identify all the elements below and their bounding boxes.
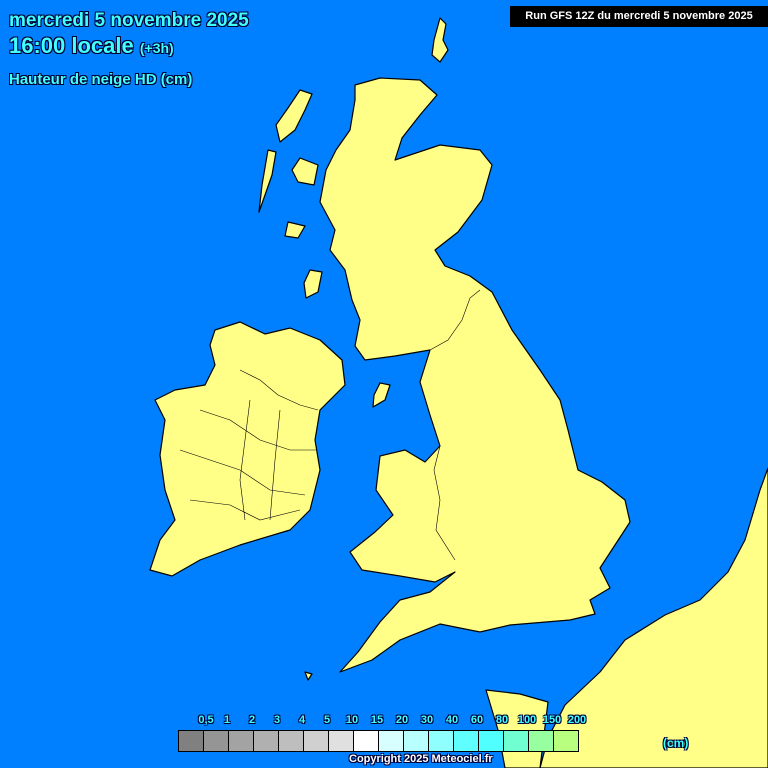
legend-label: 40: [445, 714, 459, 726]
forecast-time: 16:00 locale (+3h): [9, 33, 174, 59]
island-isle-of-man: [372, 382, 391, 408]
legend-swatch: [554, 731, 578, 751]
legend-swatch: [529, 731, 554, 751]
island-skye: [291, 157, 319, 186]
legend-swatch: [404, 731, 429, 751]
legend-label: 30: [420, 714, 434, 726]
color-legend: [178, 730, 579, 752]
border-ni: [239, 369, 319, 411]
land-ireland: [149, 321, 346, 577]
legend-swatch: [254, 731, 279, 751]
legend-label: 2: [248, 714, 256, 726]
land-great-britain: [319, 77, 631, 673]
parameter-title: Hauteur de neige HD (cm): [9, 71, 193, 88]
land-continent: [539, 467, 768, 768]
legend-label: 60: [470, 714, 484, 726]
island-mull: [284, 221, 306, 239]
copyright: Copyright 2025 Meteociel.fr: [349, 753, 493, 765]
border-scotland-england: [429, 289, 481, 351]
legend-swatch: [479, 731, 504, 751]
legend-swatch: [279, 731, 304, 751]
legend-label: 10: [345, 714, 359, 726]
legend-swatch: [304, 731, 329, 751]
island-uist: [258, 149, 277, 213]
legend-label: 80: [495, 714, 509, 726]
land-normandy: [485, 689, 549, 768]
legend-label: 5: [323, 714, 331, 726]
legend-label: 200: [567, 714, 587, 726]
model-run-label: Run GFS 12Z du mercredi 5 novembre 2025: [510, 6, 768, 27]
legend-swatch: [429, 731, 454, 751]
legend-label: 1: [223, 714, 231, 726]
forecast-time-value: 16:00 locale: [9, 33, 134, 58]
legend-swatch: [504, 731, 529, 751]
border-irish-counties: [179, 399, 316, 521]
legend-label: 0,5: [198, 714, 214, 726]
island-scilly: [304, 671, 313, 681]
legend-label: 15: [370, 714, 384, 726]
legend-unit: (cm): [663, 736, 689, 750]
legend-swatch: [204, 731, 229, 751]
legend-swatch: [379, 731, 404, 751]
legend-label: 4: [298, 714, 306, 726]
forecast-date: mercredi 5 novembre 2025: [9, 10, 249, 31]
legend-label: 150: [542, 714, 562, 726]
forecast-offset: (+3h): [139, 40, 174, 56]
legend-label: 20: [395, 714, 409, 726]
border-wales-england: [433, 445, 456, 561]
legend-swatch: [229, 731, 254, 751]
legend-swatch: [179, 731, 204, 751]
island-lewis: [275, 89, 313, 143]
island-shetland: [431, 17, 449, 63]
legend-swatch: [354, 731, 379, 751]
island-islay: [303, 269, 323, 299]
legend-swatch: [454, 731, 479, 751]
legend-swatch: [329, 731, 354, 751]
legend-label: 100: [517, 714, 537, 726]
legend-label: 3: [273, 714, 281, 726]
